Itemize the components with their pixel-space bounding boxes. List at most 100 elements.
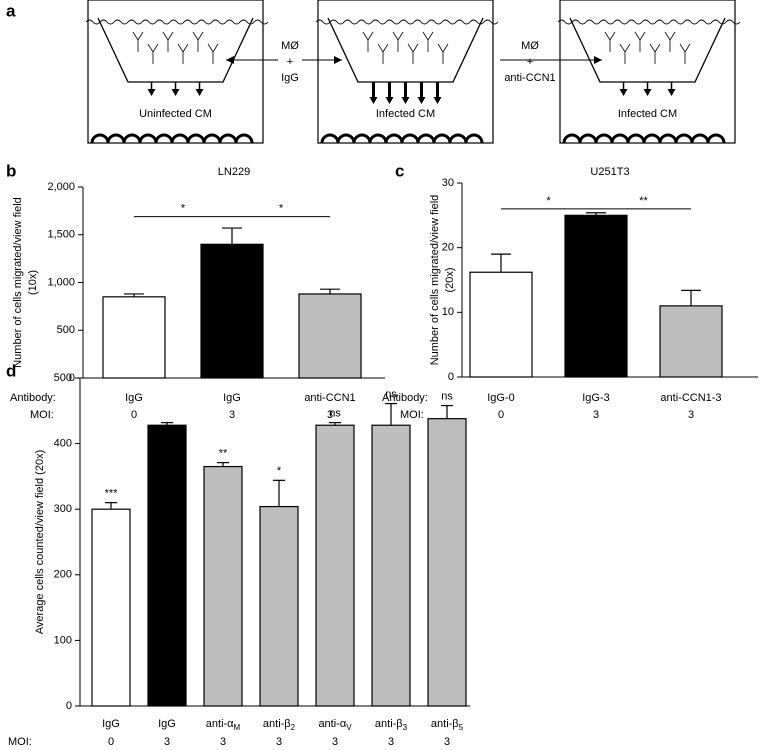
moi-label: 3 [276, 736, 282, 748]
y-axis-label: (20x) [444, 267, 456, 292]
moi-label: 3 [327, 409, 333, 421]
x-tick-label: anti-β3 [375, 718, 408, 732]
cell [407, 43, 419, 64]
significance-label: ns [441, 390, 453, 402]
significance-label: * [546, 195, 551, 207]
label-base: anti-β [431, 718, 459, 730]
y-tick-label: 300 [54, 503, 72, 515]
arrow-head [385, 97, 394, 104]
bar [427, 418, 467, 707]
x-tick-label: IgG [125, 392, 143, 404]
moi-label: 0 [131, 409, 137, 421]
treatment-label: + [287, 56, 293, 68]
cell [132, 31, 144, 52]
moi-label: 3 [220, 736, 226, 748]
x-tick-label: anti-CCN1-3 [660, 392, 721, 404]
label-subscript: 3 [403, 723, 408, 732]
panel-letter: c [395, 161, 404, 180]
insert [327, 17, 484, 83]
moi-label: 3 [332, 736, 338, 748]
significance-label: ns [329, 408, 341, 420]
cell-layer [562, 133, 726, 144]
bar [259, 505, 299, 707]
arrow-head [171, 89, 180, 96]
significance-label: * [279, 203, 284, 215]
y-axis-label: Average cells counted/view field (20x) [34, 450, 46, 634]
label-base: anti-β [263, 718, 291, 730]
insert [569, 17, 726, 83]
bar [102, 296, 166, 379]
y-tick-label: 1,000 [47, 276, 75, 288]
y-tick-label: 0 [66, 700, 72, 712]
cell-layer [90, 133, 254, 144]
moi-label: 3 [688, 409, 694, 421]
row-label: Antibody: [10, 392, 56, 404]
chamber-well [317, 0, 494, 144]
bar [200, 243, 264, 379]
cell [207, 43, 219, 64]
bar [564, 214, 628, 378]
arrow-head [667, 89, 676, 96]
y-axis-label: Number of cells migrated/view field [429, 195, 441, 366]
row-label: MOI: [400, 409, 424, 421]
significance-label: * [277, 465, 282, 477]
chamber-well [87, 0, 264, 144]
bar [659, 305, 723, 378]
y-tick-label: 30 [442, 177, 454, 189]
panel-letter: d [6, 361, 16, 380]
x-tick-label: anti-αV [318, 718, 352, 732]
label-base: anti-α [318, 718, 346, 730]
y-tick-label: 2,000 [47, 181, 75, 193]
x-tick-label: anti-αM [206, 718, 241, 732]
cell [392, 31, 404, 52]
arrow-head [643, 89, 652, 96]
label-subscript: V [346, 723, 352, 732]
treatment-label: + [527, 56, 533, 68]
cell [604, 31, 616, 52]
x-tick-label: IgG [158, 718, 176, 730]
bar [203, 465, 243, 707]
bar [469, 271, 533, 378]
cell [649, 43, 661, 64]
arrow-head [619, 89, 628, 96]
treatment-label: MØ [521, 40, 539, 52]
y-tick-label: 100 [54, 634, 72, 646]
arrow-head [433, 97, 442, 104]
label-subscript: 2 [291, 723, 296, 732]
bar [147, 424, 187, 707]
bar [315, 424, 355, 707]
row-label: MOI: [30, 409, 54, 421]
moi-label: 0 [108, 736, 114, 748]
chart-title: LN229 [218, 166, 250, 178]
label-base: anti-β [375, 718, 403, 730]
y-tick-label: 0 [69, 372, 75, 384]
x-tick-label: anti-β5 [431, 718, 464, 732]
y-tick-label: 400 [54, 438, 72, 450]
moi-label: 3 [229, 409, 235, 421]
label-subscript: 5 [459, 723, 464, 732]
cell [147, 43, 159, 64]
panel-letter: b [6, 161, 16, 180]
label-base: anti-α [206, 718, 234, 730]
significance-label: *** [105, 488, 119, 500]
row-label: MOI: [8, 736, 32, 748]
x-tick-label: anti-CCN1 [304, 392, 355, 404]
significance-label: ns [385, 388, 397, 400]
label-subscript: M [234, 723, 241, 732]
significance-label: ** [219, 448, 228, 460]
cell [679, 43, 691, 64]
y-tick-label: 0 [448, 371, 454, 383]
row-label: Antibody: [382, 392, 428, 404]
y-tick-label: 500 [54, 372, 72, 384]
cell [437, 43, 449, 64]
cell [422, 31, 434, 52]
moi-label: 3 [164, 736, 170, 748]
treatment-label: anti-CCN1 [504, 72, 555, 84]
bar [298, 293, 362, 379]
cell [362, 31, 374, 52]
chart-title: U251T3 [590, 166, 629, 178]
cell [177, 43, 189, 64]
medium-surface [85, 19, 269, 25]
